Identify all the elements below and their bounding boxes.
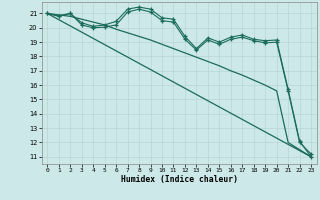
X-axis label: Humidex (Indice chaleur): Humidex (Indice chaleur): [121, 175, 238, 184]
